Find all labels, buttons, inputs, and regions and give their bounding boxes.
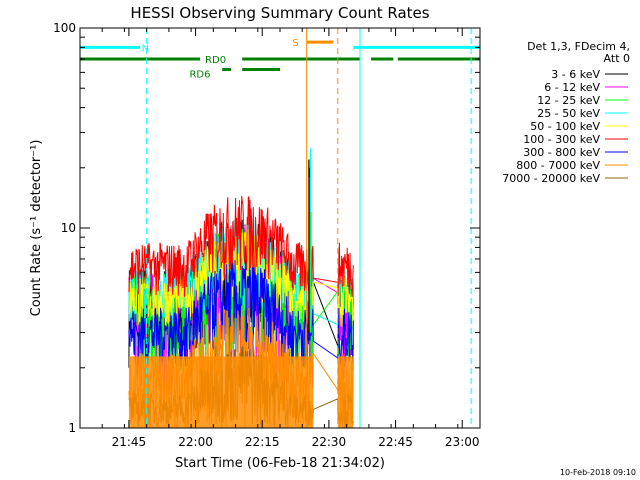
flag-label: RD0 [205, 55, 226, 66]
flag-s: S [292, 38, 334, 49]
flag-layer: N RD0 RD6 S [80, 38, 480, 81]
orange-band-1 [128, 356, 314, 428]
orange-band-2 [337, 356, 354, 428]
series-trace-5 [128, 228, 354, 328]
flag-n: N [80, 43, 480, 54]
y-tick-label: 1 [68, 421, 76, 435]
x-tick-label: 22:45 [378, 435, 413, 449]
flag-rd6: RD6 [189, 68, 280, 81]
legend-label: 25 - 50 keV [537, 107, 600, 120]
legend-header: Att 0 [604, 52, 630, 65]
y-tick-label: 100 [53, 21, 76, 35]
legend-label: 6 - 12 keV [544, 81, 600, 94]
legend-label: 50 - 100 keV [530, 120, 600, 133]
x-tick-label: 23:00 [445, 435, 480, 449]
legend-label: 7000 - 20000 keV [502, 172, 600, 185]
flag-label: RD6 [189, 70, 210, 81]
series-5 [128, 228, 354, 328]
chart-title: HESSI Observing Summary Count Rates [130, 4, 429, 22]
axis-layer: 21:45 22:00 22:15 22:30 22:45 23:00 1 10 100 [53, 21, 481, 449]
x-tick-label: 22:15 [245, 435, 280, 449]
legend-label: 3 - 6 keV [551, 68, 600, 81]
x-tick-label: 21:45 [112, 435, 147, 449]
footer-date: 10-Feb-2018 09:10 [560, 468, 636, 477]
x-tick-label: 22:30 [312, 435, 347, 449]
y-axis-label: Count Rate (s⁻¹ detector⁻¹) [29, 140, 44, 317]
series-trace-6 [128, 195, 354, 298]
legend-label: 800 - 7000 keV [516, 159, 600, 172]
flag-label: N [142, 43, 149, 54]
x-axis-label: Start Time (06-Feb-18 21:34:02) [175, 456, 385, 471]
legend-label: 12 - 25 keV [537, 94, 600, 107]
y-tick-label: 10 [61, 221, 76, 235]
legend-label: 300 - 800 keV [523, 146, 600, 159]
flag-label: S [292, 38, 298, 49]
legend-label: 100 - 300 keV [523, 133, 600, 146]
flag-rd0: RD0 [80, 55, 480, 66]
data-layer [128, 148, 354, 429]
legend-header: Det 1,3, FDecim 4, [527, 40, 630, 53]
series-6 [128, 195, 354, 298]
x-tick-label: 22:00 [178, 435, 213, 449]
